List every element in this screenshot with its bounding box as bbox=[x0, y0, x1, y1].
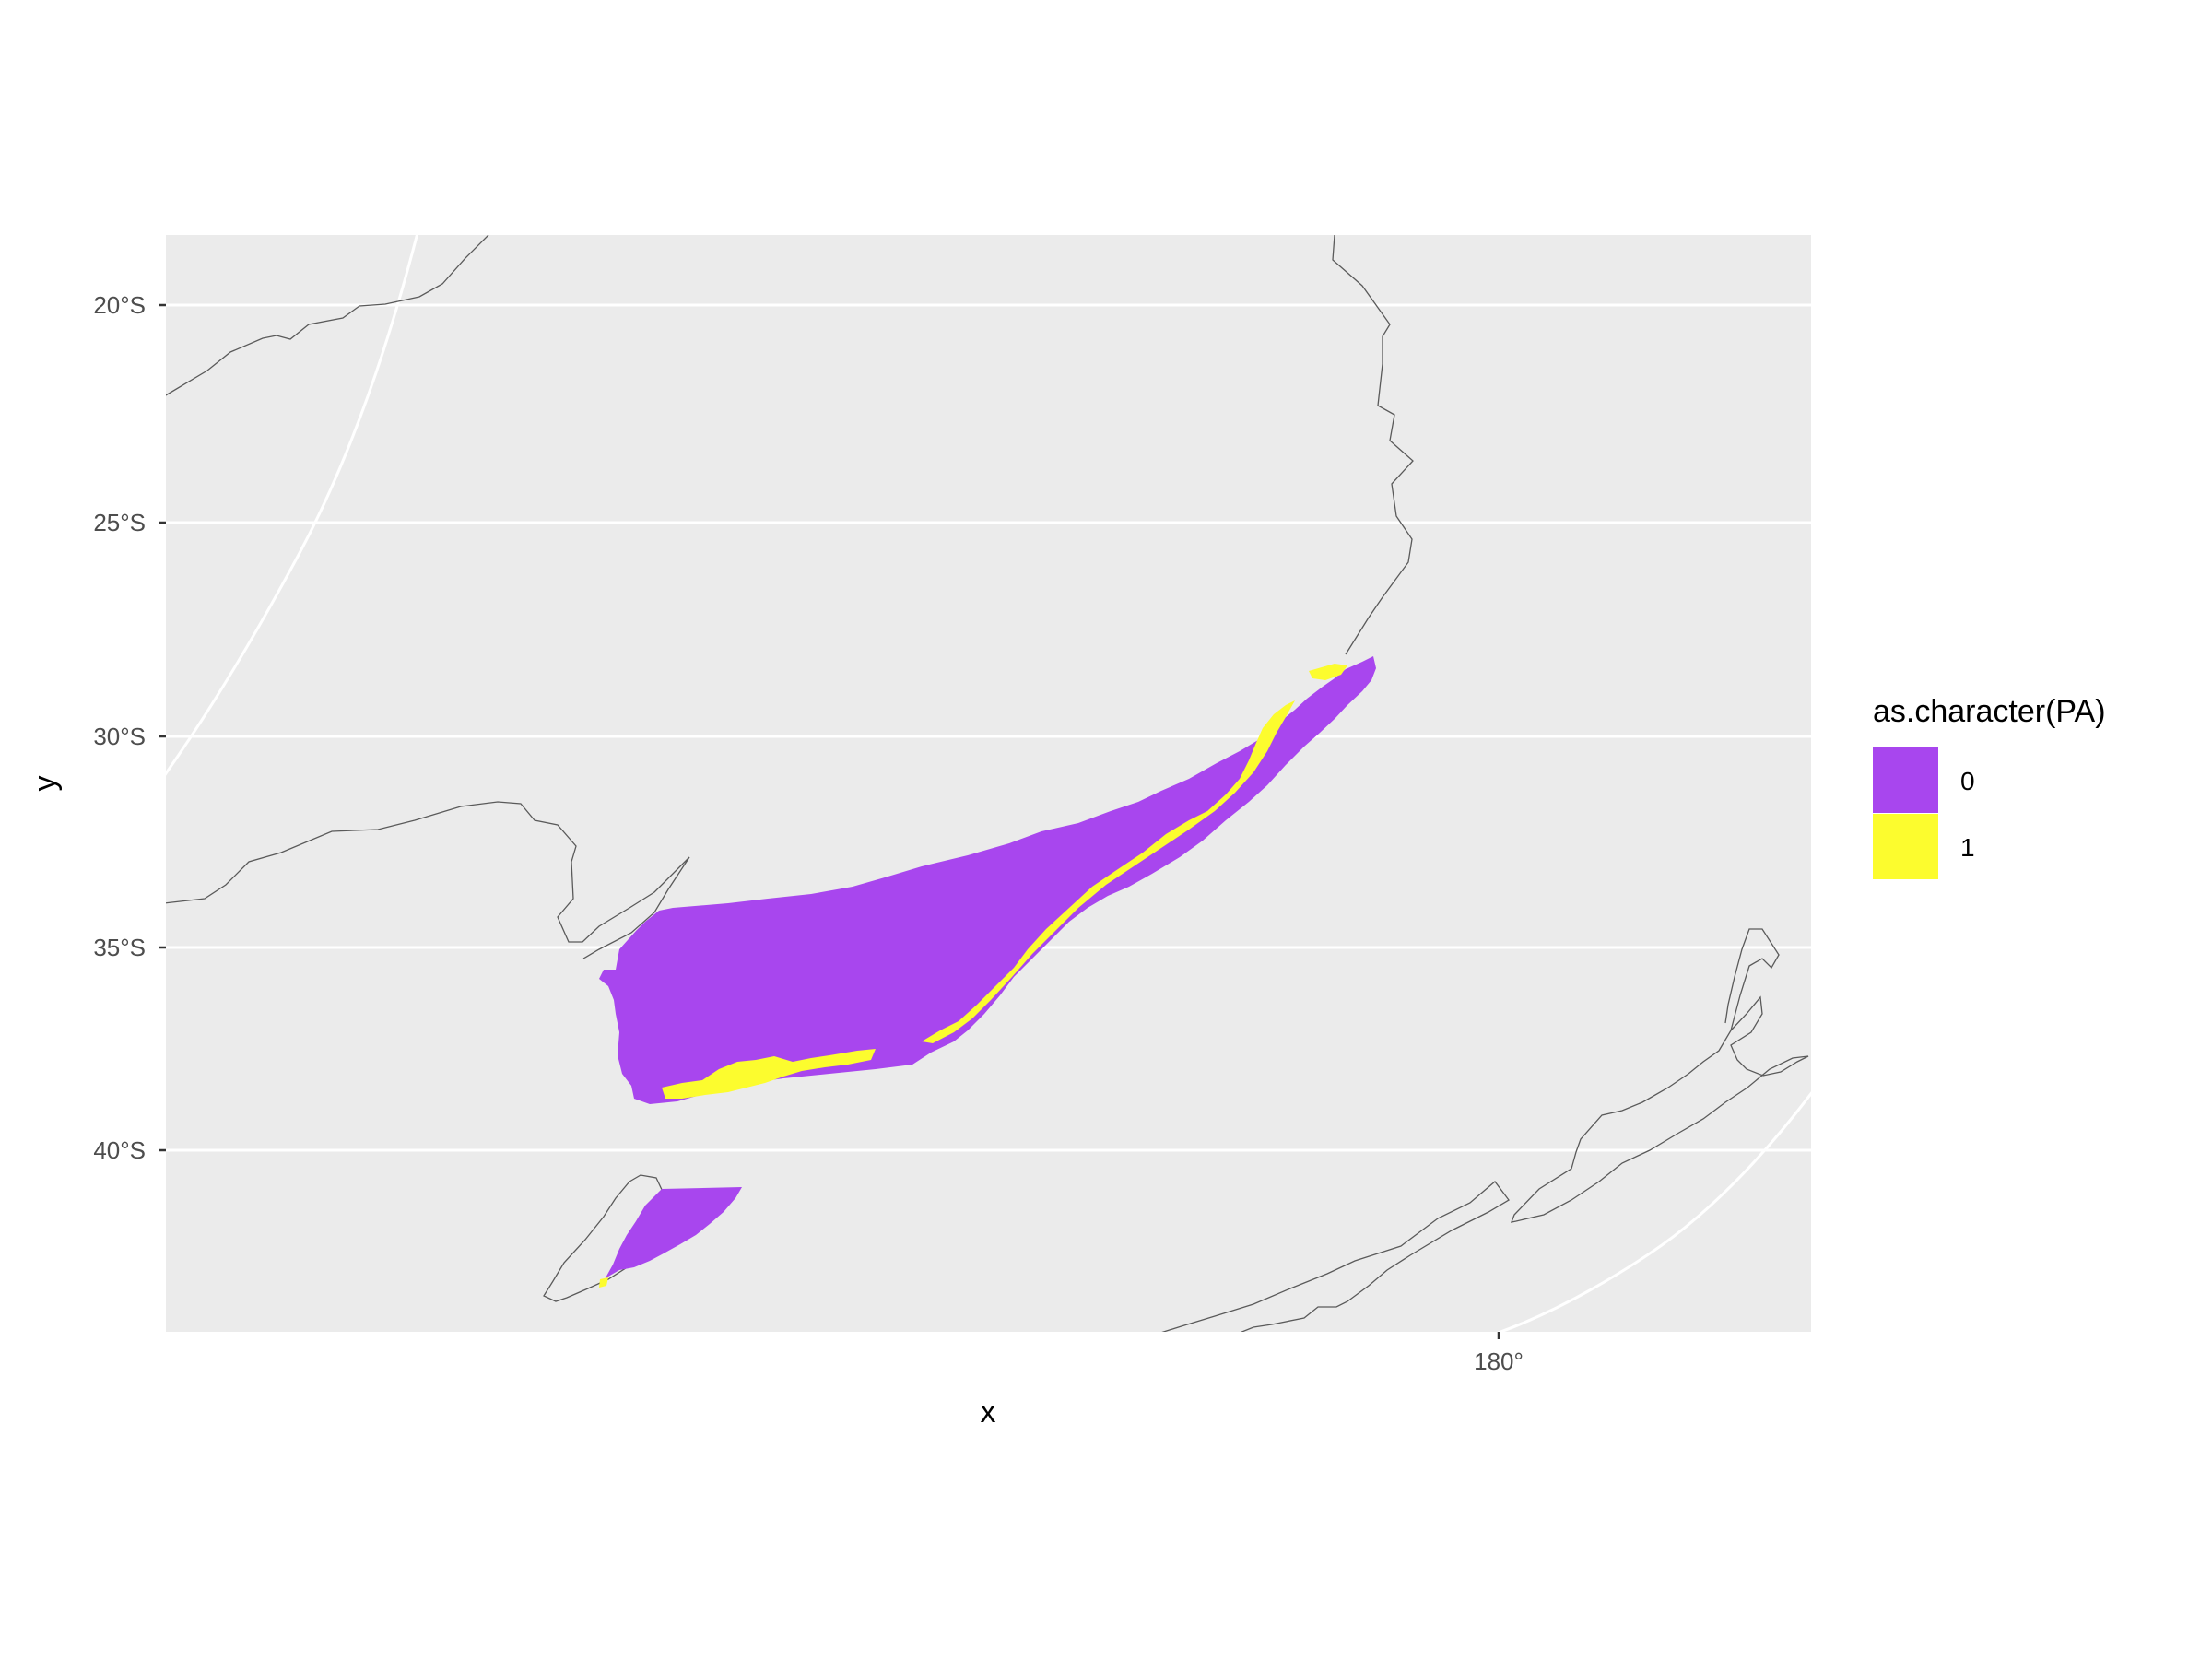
longitude-gridlines bbox=[166, 235, 1811, 1332]
x-tick-label: 180° bbox=[1474, 1347, 1524, 1375]
coastline-australia-south bbox=[166, 801, 690, 959]
legend-label-1: 1 bbox=[1960, 833, 1975, 862]
coastline-nz-south bbox=[1161, 1181, 1510, 1332]
coastline-australia-north bbox=[166, 235, 489, 396]
x-axis-title: x bbox=[981, 1394, 996, 1430]
meridian-left bbox=[166, 235, 418, 776]
legend-title: as.character(PA) bbox=[1873, 694, 2106, 729]
pa-raster bbox=[599, 656, 1376, 1288]
pa-region-1-coast-south bbox=[662, 1049, 876, 1099]
y-tick-label: 35°S bbox=[93, 934, 146, 961]
meridian-180 bbox=[1496, 1091, 1811, 1332]
pa-region-1-coast-north bbox=[1309, 664, 1347, 680]
y-tick-label: 40°S bbox=[93, 1136, 146, 1164]
pa-region-1-tasmania-tip bbox=[599, 1277, 608, 1288]
y-tick-label: 20°S bbox=[93, 291, 146, 319]
legend-label-0: 0 bbox=[1960, 767, 1975, 795]
legend-key-1 bbox=[1873, 814, 1938, 879]
y-axis-title: y bbox=[28, 776, 63, 792]
plot-panel bbox=[166, 235, 1811, 1332]
latitude-gridlines bbox=[166, 303, 1811, 1152]
pa-region-0-tasmania bbox=[604, 1187, 742, 1281]
y-tick-label: 30°S bbox=[93, 723, 146, 750]
coastline-australia-east bbox=[1332, 235, 1414, 655]
pa-region-0-mainland bbox=[599, 656, 1376, 1104]
x-axis: 180° bbox=[1474, 1332, 1524, 1375]
legend-key-0 bbox=[1873, 747, 1938, 813]
legend: as.character(PA) 0 1 bbox=[1873, 694, 2106, 879]
y-axis: 20°S 25°S 30°S 35°S 40°S bbox=[93, 291, 166, 1164]
coastline-nz-north-tip bbox=[1724, 928, 1780, 1031]
y-tick-label: 25°S bbox=[93, 509, 146, 536]
coastline-nz-north bbox=[1510, 995, 1809, 1223]
